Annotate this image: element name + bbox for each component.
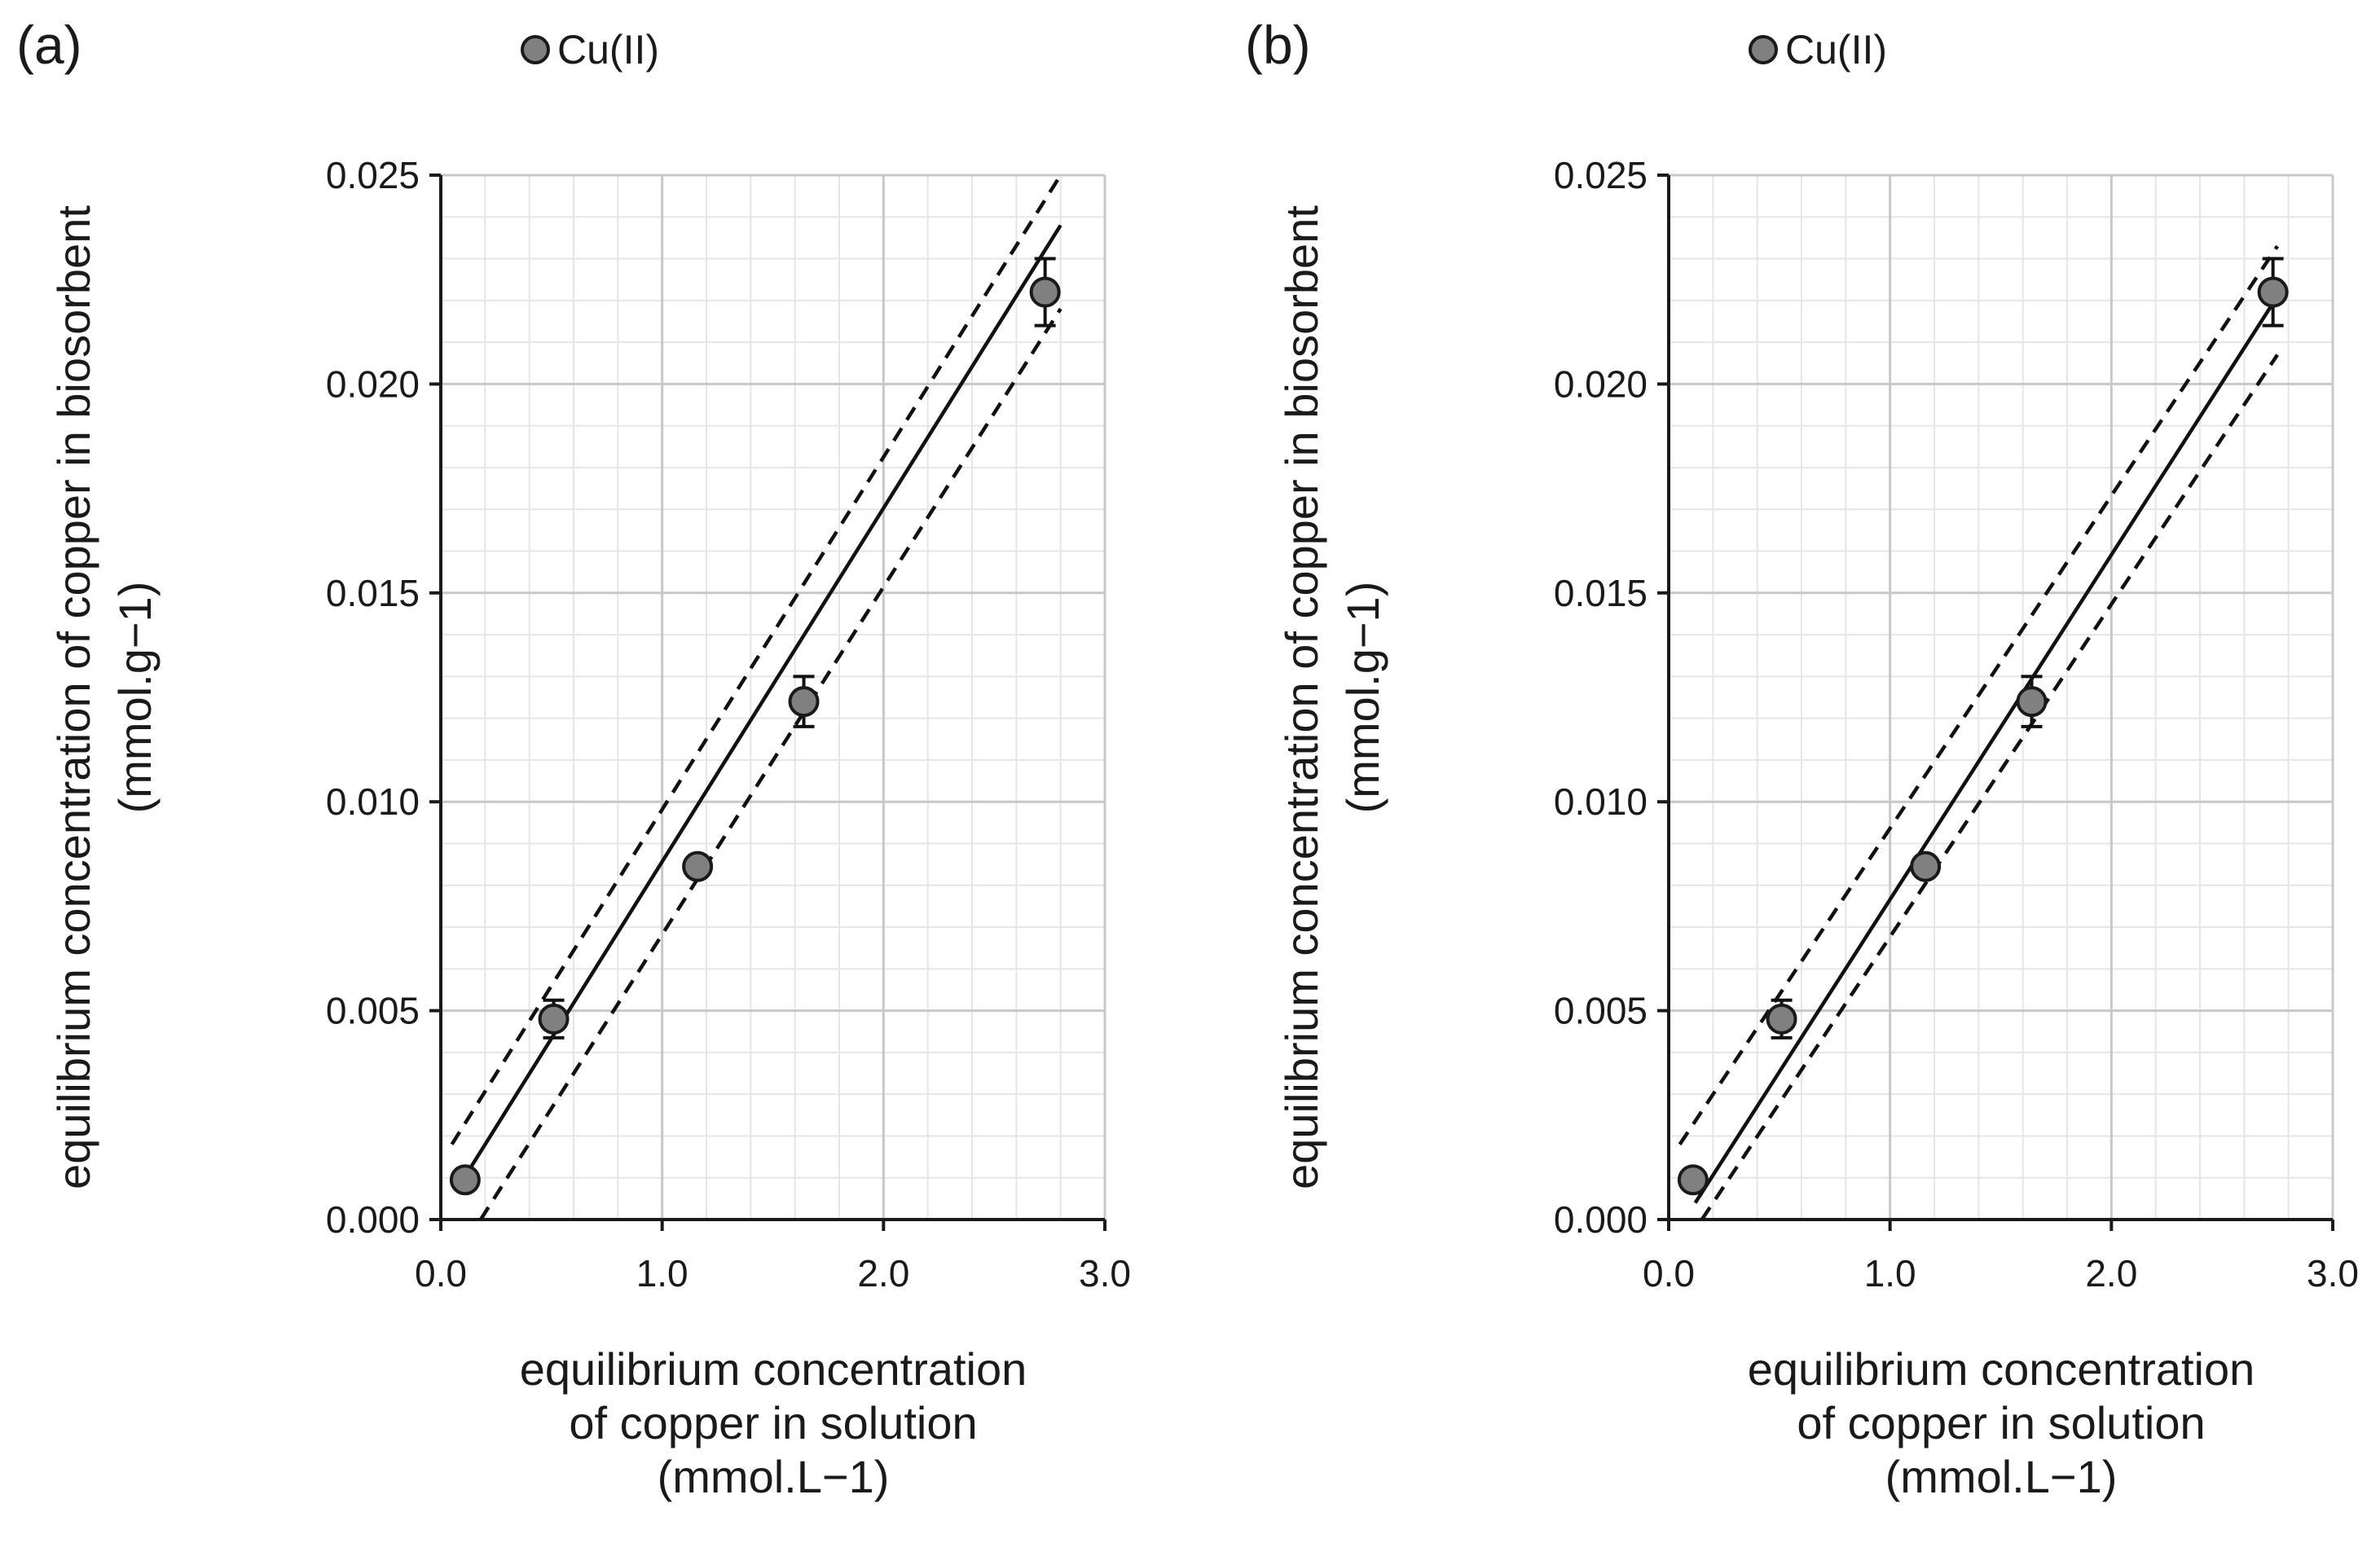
- x-tick-label: 2.0: [857, 1252, 909, 1294]
- confidence-band-upper: [1678, 244, 2279, 1145]
- major-grid: [439, 174, 1106, 1221]
- confidence-band-lower: [1700, 354, 2279, 1221]
- x-tick-label: 2.0: [2085, 1252, 2137, 1294]
- legend-marker: [521, 35, 550, 64]
- data-point: [1910, 851, 1942, 882]
- x-axis-title: (mmol.L−1): [1885, 1451, 2118, 1502]
- major-grid: [1667, 174, 2334, 1221]
- confidence-band-upper: [450, 174, 1062, 1145]
- chart-panel-b: 0.000 0.005 0.010 0.015 0.020 0.025 0.0 1.0 2.0 3…: [1245, 15, 2359, 1502]
- data-point: [2257, 276, 2289, 308]
- x-axis-title: equilibrium concentration: [1748, 1343, 2255, 1395]
- minor-grid: [1668, 174, 2334, 1220]
- data-point: [538, 1003, 570, 1035]
- data-point: [449, 1164, 481, 1196]
- y-tick-label: 0.020: [326, 363, 420, 405]
- panel-label: (a): [16, 15, 82, 75]
- y-axis-title: (mmol.g−1): [109, 582, 161, 814]
- legend-marker: [1749, 35, 1778, 64]
- y-tick-label: 0.000: [326, 1198, 420, 1241]
- data-point: [1677, 1164, 1709, 1196]
- y-axis-title: (mmol.g−1): [1337, 582, 1388, 814]
- x-tick-label: 0.0: [1643, 1252, 1695, 1294]
- x-axis-title: equilibrium concentration: [520, 1343, 1027, 1395]
- data-point: [682, 851, 714, 882]
- x-axis-title: of copper in solution: [569, 1397, 977, 1448]
- x-tick-label: 1.0: [636, 1252, 688, 1294]
- y-tick-label: 0.010: [326, 780, 420, 823]
- legend: Cu(II): [1749, 27, 1887, 73]
- confidence-band-lower: [479, 307, 1062, 1221]
- y-tick-label: 0.015: [1554, 572, 1648, 614]
- legend-label: Cu(II): [1785, 27, 1887, 73]
- y-tick-label: 0.020: [1554, 363, 1648, 405]
- data-point: [1029, 276, 1061, 308]
- x-axis-title: of copper in solution: [1797, 1397, 2205, 1448]
- data-point: [1766, 1003, 1797, 1035]
- x-tick-label: 1.0: [1864, 1252, 1916, 1294]
- x-axis-title: (mmol.L−1): [658, 1451, 890, 1502]
- chart-panel-a: 0.000 0.005 0.010 0.015 0.020 0.025 0.0 1.0 2.0 3…: [16, 15, 1131, 1502]
- legend-label: Cu(II): [557, 27, 659, 73]
- y-axis-title: equilibrium concentration of copper in b…: [1276, 205, 1327, 1189]
- y-tick-label: 0.025: [1554, 154, 1648, 196]
- x-tick-label: 0.0: [415, 1252, 467, 1294]
- panel-label: (b): [1245, 15, 1311, 75]
- y-tick-label: 0.015: [326, 572, 420, 614]
- y-tick-label: 0.010: [1554, 780, 1648, 823]
- legend: Cu(II): [521, 27, 659, 73]
- y-tick-label: 0.005: [326, 990, 420, 1032]
- x-tick-label: 3.0: [2307, 1252, 2359, 1294]
- fit-line: [1693, 295, 2279, 1204]
- data-point: [2016, 686, 2048, 718]
- minor-grid: [440, 174, 1106, 1220]
- y-axis-title: equilibrium concentration of copper in b…: [48, 205, 99, 1189]
- y-tick-label: 0.000: [1554, 1198, 1648, 1241]
- y-tick-label: 0.025: [326, 154, 420, 196]
- data-point: [788, 686, 820, 718]
- x-tick-label: 3.0: [1079, 1252, 1131, 1294]
- y-tick-label: 0.005: [1554, 990, 1648, 1032]
